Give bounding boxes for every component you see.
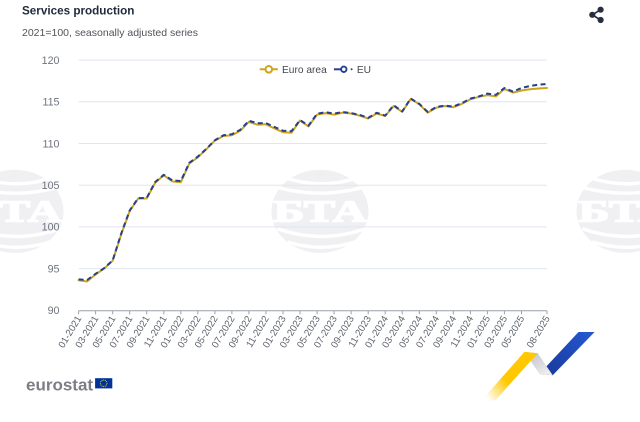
svg-text:БТА: БТА	[0, 193, 62, 228]
svg-text:EU: EU	[357, 65, 371, 76]
svg-text:90: 90	[48, 305, 60, 317]
svg-text:Euro area: Euro area	[282, 65, 327, 76]
svg-text:2021=100, seasonally adjusted: 2021=100, seasonally adjusted series	[22, 27, 198, 39]
svg-text:120: 120	[42, 55, 60, 67]
svg-text:БТА: БТА	[274, 193, 368, 228]
svg-text:Services production: Services production	[22, 5, 134, 18]
svg-text:eurostat: eurostat	[26, 376, 93, 395]
svg-text:95: 95	[48, 263, 60, 275]
svg-text:105: 105	[42, 180, 60, 192]
svg-text:100: 100	[42, 222, 60, 234]
svg-text:БТА: БТА	[579, 193, 640, 228]
svg-text:110: 110	[42, 138, 59, 150]
svg-text:115: 115	[42, 97, 59, 109]
